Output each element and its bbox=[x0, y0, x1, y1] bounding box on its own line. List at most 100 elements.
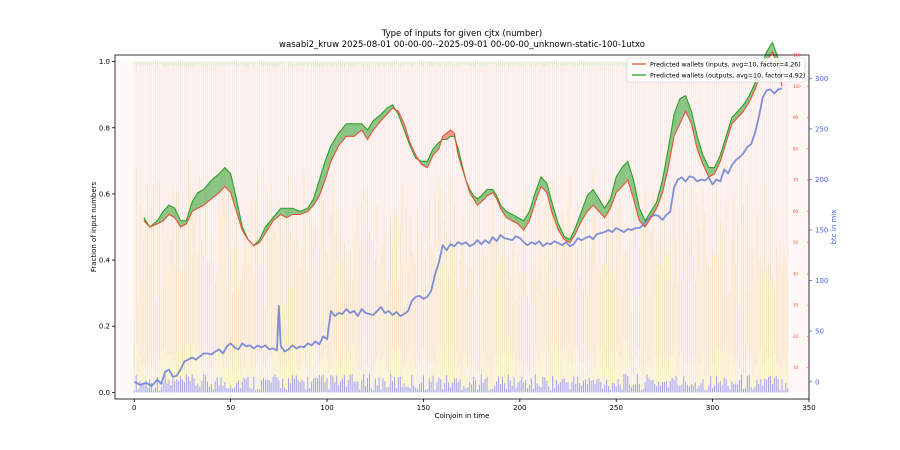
stack-segment bbox=[164, 375, 166, 393]
stack-segment bbox=[316, 66, 318, 259]
stack-segment bbox=[500, 65, 502, 257]
stack-segment bbox=[442, 388, 444, 393]
stack-segment bbox=[719, 350, 721, 382]
stack-segment bbox=[538, 64, 540, 191]
stack-segment bbox=[355, 381, 357, 393]
difference-fill-segment bbox=[205, 184, 208, 204]
stack-segment bbox=[181, 362, 183, 380]
stack-segment bbox=[403, 65, 405, 306]
stack-segment bbox=[683, 364, 685, 376]
stack-segment bbox=[149, 261, 151, 357]
stack-segment bbox=[758, 357, 760, 384]
stack-segment bbox=[193, 344, 195, 379]
stack-segment bbox=[611, 196, 613, 355]
stack-segment bbox=[305, 389, 307, 393]
stack-segment bbox=[413, 61, 415, 65]
stack-segment bbox=[573, 284, 575, 351]
stack-segment bbox=[490, 389, 492, 393]
stack-segment bbox=[324, 381, 326, 393]
stack-segment bbox=[644, 190, 646, 352]
stack-segment bbox=[569, 61, 571, 64]
stack-segment bbox=[135, 167, 137, 347]
stack-segment bbox=[559, 381, 561, 393]
stack-segment bbox=[498, 67, 500, 282]
stack-segment bbox=[166, 65, 168, 230]
stack-segment bbox=[313, 344, 315, 379]
stack-segment bbox=[370, 388, 372, 393]
stack-segment bbox=[382, 66, 384, 243]
stack-segment bbox=[604, 261, 606, 356]
stack-segment bbox=[496, 61, 498, 66]
stack-segment bbox=[615, 61, 617, 65]
stack-segment bbox=[710, 268, 712, 358]
stack-segment bbox=[669, 356, 671, 382]
stack-segment bbox=[262, 61, 264, 67]
stack-segment bbox=[320, 61, 322, 67]
difference-fill-segment bbox=[531, 198, 534, 215]
stack-segment bbox=[476, 63, 478, 293]
stack-segment bbox=[592, 66, 594, 170]
stack-segment bbox=[228, 357, 230, 389]
stack-segment bbox=[453, 378, 455, 393]
stack-segment bbox=[480, 67, 482, 256]
stack-segment bbox=[714, 257, 716, 367]
stack-segment bbox=[438, 61, 440, 67]
stack-segment bbox=[359, 244, 361, 371]
stack-segment bbox=[395, 356, 397, 389]
stack-segment bbox=[178, 61, 180, 66]
stack-segment bbox=[428, 61, 430, 67]
stack-segment bbox=[656, 357, 658, 387]
difference-fill-segment bbox=[652, 205, 655, 215]
difference-fill-segment bbox=[477, 197, 480, 206]
stack-segment bbox=[299, 268, 301, 365]
stack-segment bbox=[748, 290, 750, 363]
stack-segment bbox=[596, 343, 598, 380]
stack-segment bbox=[156, 353, 158, 377]
stack-segment bbox=[407, 265, 409, 361]
stack-segment bbox=[278, 380, 280, 393]
stack-segment bbox=[542, 291, 544, 352]
stack-segment bbox=[195, 61, 197, 65]
stack-segment bbox=[409, 217, 411, 370]
difference-fill-segment bbox=[219, 171, 222, 193]
stack-segment bbox=[741, 172, 743, 344]
stack-segment bbox=[189, 184, 191, 364]
difference-fill-segment bbox=[683, 95, 686, 116]
stack-segment bbox=[197, 65, 199, 253]
stack-segment bbox=[442, 362, 444, 389]
stack-segment bbox=[756, 362, 758, 380]
stack-segment bbox=[295, 187, 297, 363]
stack-segment bbox=[652, 379, 654, 393]
difference-fill-segment bbox=[284, 208, 287, 218]
stack-segment bbox=[297, 61, 299, 67]
stack-segment bbox=[611, 354, 613, 383]
stack-segment bbox=[723, 377, 725, 393]
stack-segment bbox=[268, 222, 270, 345]
stack-segment bbox=[245, 229, 247, 351]
stack-segment bbox=[432, 360, 434, 376]
stack-segment bbox=[158, 178, 160, 361]
stack-segment bbox=[137, 63, 139, 301]
stack-segment bbox=[785, 65, 787, 262]
difference-fill-segment bbox=[541, 176, 543, 189]
stack-segment bbox=[411, 375, 413, 393]
stack-segment bbox=[507, 337, 509, 375]
stack-segment bbox=[561, 61, 563, 67]
stack-segment bbox=[482, 61, 484, 66]
x-tick-label: 0 bbox=[132, 404, 136, 412]
stack-segment bbox=[430, 61, 432, 66]
stack-segment bbox=[741, 67, 743, 173]
stack-segment bbox=[602, 265, 604, 369]
stack-segment bbox=[205, 67, 207, 187]
stack-segment bbox=[434, 61, 436, 64]
stack-segment bbox=[658, 370, 660, 382]
stack-segment bbox=[368, 374, 370, 393]
stack-segment bbox=[735, 383, 737, 393]
stack-segment bbox=[249, 352, 251, 388]
stack-segment bbox=[688, 64, 691, 242]
stack-segment bbox=[176, 352, 178, 380]
stack-segment bbox=[397, 61, 399, 67]
stack-segment bbox=[739, 369, 741, 380]
difference-fill-segment bbox=[342, 126, 345, 141]
stack-segment bbox=[409, 369, 411, 389]
